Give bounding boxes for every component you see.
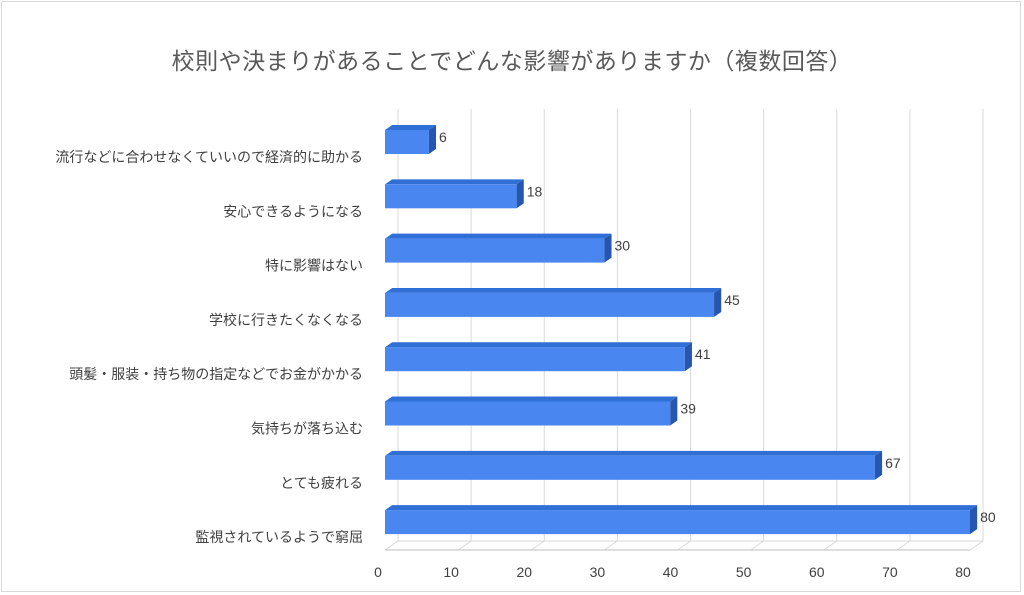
bar	[385, 125, 437, 154]
x-tick-label: 60	[809, 564, 825, 580]
category-label: 頭髪・服装・持ち物の指定などでお金がかかる	[69, 367, 363, 383]
bar	[385, 396, 678, 426]
bar-side-face	[874, 450, 883, 480]
data-label: 45	[724, 292, 740, 308]
bar-side-face	[684, 342, 692, 372]
bar-side-face	[604, 233, 612, 263]
bar-front-face	[385, 130, 429, 154]
floor-gridline-20	[530, 540, 545, 551]
data-label: 30	[615, 238, 631, 254]
x-tick-label: 10	[443, 564, 459, 580]
category-label: 安心できるようになる	[223, 204, 363, 220]
bar-front-face	[385, 401, 671, 426]
bar-front-face	[385, 347, 685, 372]
bar-top-face	[385, 233, 612, 239]
category-label: 流行などに合わせなくていいので経済的に助かる	[55, 150, 363, 166]
bar-top-face	[385, 450, 883, 456]
bar-top-face	[385, 505, 978, 511]
floor-gridline-10	[457, 540, 472, 551]
bar-side-face	[428, 125, 437, 154]
grid-lines	[384, 109, 984, 551]
bar-top-face	[385, 179, 524, 185]
bar-top-face	[385, 396, 678, 402]
x-tick-label: 20	[516, 564, 532, 580]
floor-gridline-70	[896, 540, 911, 551]
x-tick-label: 80	[955, 564, 971, 580]
data-label: 18	[527, 183, 543, 199]
floor-gridline-30	[604, 540, 618, 551]
category-labels: 流行などに合わせなくていいので経済的に助かる安心できるようになる特に影響はない学…	[55, 150, 363, 546]
category-label: 気持ちが落ち込む	[251, 422, 363, 438]
data-label: 41	[695, 346, 711, 362]
bars	[385, 125, 978, 535]
floor-gridline-80	[969, 540, 984, 551]
data-label: 6	[439, 129, 447, 145]
floor-gridline-60	[823, 540, 838, 551]
bar	[385, 342, 692, 372]
bar-front-face	[385, 238, 605, 263]
bar	[385, 287, 722, 317]
x-tick-label: 70	[882, 564, 898, 580]
bar	[385, 505, 978, 535]
bar	[385, 233, 612, 263]
bar-side-face	[970, 505, 978, 535]
bar-front-face	[385, 184, 517, 209]
category-label: 特に影響はない	[265, 258, 363, 275]
bar-front-face	[385, 292, 715, 317]
bar-front-face	[385, 510, 970, 535]
floor-gridline-40	[677, 540, 691, 551]
x-tick-label: 30	[590, 564, 606, 580]
bar-top-face	[385, 342, 692, 348]
category-label: とても疲れる	[280, 475, 363, 492]
data-label: 67	[885, 455, 901, 471]
bar-side-face	[670, 396, 678, 426]
x-tick-label: 0	[374, 564, 382, 580]
x-tick-label: 50	[736, 564, 752, 580]
bar-top-face	[385, 287, 722, 293]
category-label: 学校に行きたくなくなる	[209, 312, 363, 329]
bar	[385, 450, 883, 480]
category-label: 監視されているようで窮屈	[195, 529, 363, 546]
data-label: 80	[980, 509, 996, 525]
tick-labels: 0 10 20 30 40 50 60 70 80	[374, 564, 971, 580]
bar-top-face	[385, 125, 437, 130]
data-labels: 6 18 30 45 41 39 67 80	[439, 129, 996, 525]
bar-side-face	[516, 179, 524, 209]
bar-front-face	[385, 455, 875, 480]
bar	[385, 179, 524, 209]
data-label: 39	[680, 401, 696, 417]
bar-side-face	[714, 287, 722, 317]
x-tick-label: 40	[663, 564, 679, 580]
floor-gridline-50	[750, 540, 764, 551]
chart-title: 校則や決まりがあることでどんな影響がありますか（複数回答）	[171, 49, 853, 75]
axis	[385, 109, 983, 551]
floor-gridline-0	[384, 540, 399, 551]
